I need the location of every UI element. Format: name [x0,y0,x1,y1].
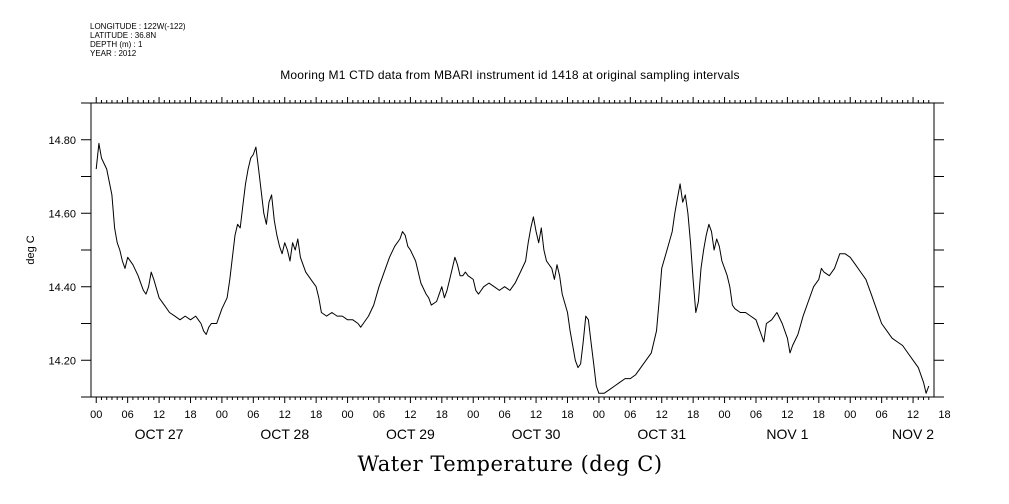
x-day-label: OCT 30 [512,426,561,442]
x-hour-label: 12 [781,409,793,421]
x-hour-label: 00 [341,409,353,421]
x-hour-label: 00 [467,409,479,421]
x-day-label: OCT 27 [135,426,184,442]
x-day-label: OCT 29 [386,426,435,442]
x-hour-label: 18 [813,409,825,421]
longitude-text: LONGITUDE : 122W(-122) [90,22,186,31]
x-hour-label: 06 [247,409,259,421]
x-hour-label: 12 [404,409,416,421]
y-axis-label: deg C [25,235,37,264]
y-tick-label: 14.40 [48,282,76,294]
x-hour-label: 06 [876,409,888,421]
latitude-text: LATITUDE : 36.8N [90,31,157,40]
x-hour-label: 06 [122,409,134,421]
x-hour-label: 00 [718,409,730,421]
y-tick-label: 14.20 [48,355,76,367]
x-hour-label: 18 [310,409,322,421]
x-hour-label: 18 [436,409,448,421]
x-hour-label: 00 [593,409,605,421]
x-hour-label: 00 [844,409,856,421]
x-hour-label: 12 [907,409,919,421]
x-hour-label: 06 [499,409,511,421]
x-hour-label: 06 [750,409,762,421]
x-hour-label: 18 [687,409,699,421]
x-hour-label: 18 [184,409,196,421]
chart-title: Mooring M1 CTD data from MBARI instrumen… [280,68,740,82]
temperature-series-line-1 [95,142,799,394]
x-hour-label: 18 [561,409,573,421]
temperature-series-line-2 [797,253,930,394]
x-hour-label: 00 [90,409,102,421]
x-day-label: NOV 2 [892,426,934,442]
x-hour-label: 06 [624,409,636,421]
depth-text: DEPTH (m) : 1 [90,40,143,49]
x-hour-label: 12 [153,409,165,421]
x-hour-label: 18 [938,409,950,421]
x-hour-label: 12 [530,409,542,421]
x-axis-title: Water Temperature (deg C) [357,452,663,476]
x-hour-label: 12 [279,409,291,421]
y-tick-label: 14.60 [48,208,76,220]
x-hour-label: 12 [656,409,668,421]
y-tick-label: 14.80 [48,135,76,147]
station-metadata: LONGITUDE : 122W(-122) LATITUDE : 36.8N … [90,22,186,58]
year-text: YEAR : 2012 [90,49,137,58]
temperature-chart: 00 06 12 18 00 06 12 18 00 06 12 18 00 06 12 18 00 06 12 18… [25,97,951,442]
x-day-label: OCT 28 [260,426,309,442]
plot-area-frame [90,102,935,398]
x-day-label: NOV 1 [766,426,808,442]
x-day-label: OCT 31 [637,426,686,442]
x-hour-label: 00 [216,409,228,421]
x-hour-label: 06 [373,409,385,421]
